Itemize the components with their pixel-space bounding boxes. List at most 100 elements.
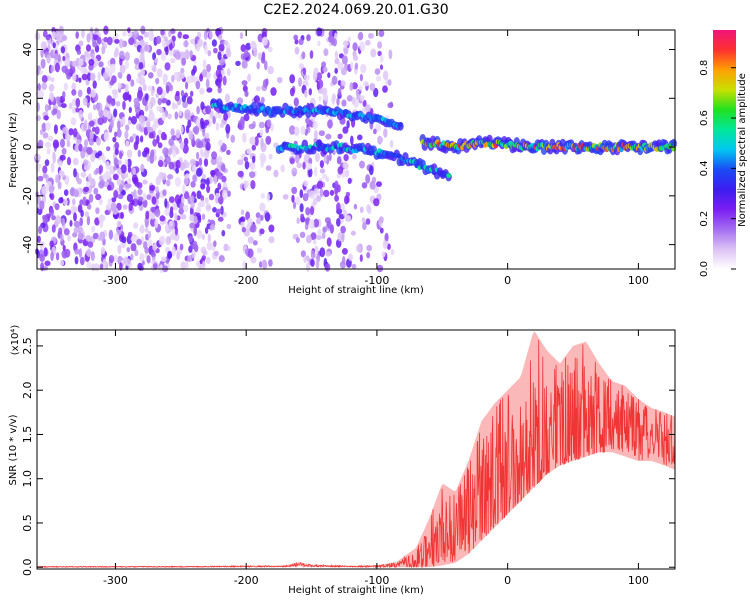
spectrogram-cell xyxy=(94,126,100,135)
spectrogram-cell xyxy=(94,217,100,226)
spectrogram-cell xyxy=(86,248,92,258)
spectrogram-cell xyxy=(78,77,82,83)
spectrogram-cell xyxy=(158,236,164,246)
spectrogram-cell xyxy=(310,232,317,241)
spectrogram-cell xyxy=(374,68,381,75)
spectrogram-cell xyxy=(63,82,68,91)
spectrogram-cell xyxy=(152,138,158,147)
spectrogram-cell xyxy=(349,82,354,91)
spectrogram-cell xyxy=(304,223,309,231)
spectrogram-cell xyxy=(342,41,349,47)
spectrogram-cell xyxy=(328,153,332,162)
spectrogram-cell xyxy=(375,123,382,132)
spectrogram-cell xyxy=(226,149,231,156)
spectrogram-cell xyxy=(95,207,100,215)
spectrogram-cell xyxy=(209,224,216,231)
spectrogram-cell xyxy=(334,32,338,40)
spectrogram-cell xyxy=(94,58,99,67)
spectrogram-cell xyxy=(337,166,344,175)
spectrogram-cell xyxy=(350,230,356,236)
spectrogram-cell xyxy=(237,159,244,166)
spectrogram-cell xyxy=(83,164,90,171)
spectrogram-cell xyxy=(113,108,118,118)
spectrogram-cell xyxy=(96,36,102,45)
spectrogram-cell xyxy=(236,97,244,105)
spectrogram-cell xyxy=(337,62,344,71)
spectrogram-cell xyxy=(146,194,152,200)
spectrogram-cell xyxy=(379,216,384,224)
spectrogram-cell xyxy=(119,50,125,60)
spectrogram-cell xyxy=(282,194,289,200)
spectrogram-cell xyxy=(313,166,318,177)
spectrogram-cell xyxy=(41,82,47,90)
spectrogram-cell xyxy=(55,62,60,73)
spectrogram-cell xyxy=(152,65,157,73)
spectrogram-cell xyxy=(123,172,129,179)
spectrogram-cell xyxy=(160,172,164,181)
spectrogram-cell xyxy=(366,204,371,213)
spectrogram-cell xyxy=(250,256,257,264)
spectrogram-noise-layer xyxy=(34,25,395,274)
spectrogram-cell xyxy=(143,31,150,38)
x-tick-label: -100 xyxy=(364,574,389,587)
spectrogram-cell xyxy=(66,139,71,148)
spectrogram-cell xyxy=(113,232,119,243)
spectrogram-cell xyxy=(132,167,136,176)
spectrogram-cell xyxy=(148,132,154,139)
spectrogram-cell xyxy=(379,227,384,234)
spectrogram-cell xyxy=(361,182,368,189)
spectrogram-cell xyxy=(138,196,144,202)
spectrogram-cell xyxy=(249,171,256,179)
snr-frame xyxy=(36,329,676,570)
spectrogram-cell xyxy=(160,256,167,262)
spectrogram-cell xyxy=(192,240,198,251)
spectrogram-cell xyxy=(173,71,179,81)
spectrogram-cell xyxy=(325,251,331,257)
spectrogram-cell xyxy=(195,151,200,160)
spectrogram-cell xyxy=(55,215,62,225)
spectrogram-cell xyxy=(144,227,149,233)
spectrogram-cell xyxy=(97,235,102,241)
spectrogram-cell xyxy=(218,34,223,41)
spectrogram-cell xyxy=(347,177,352,184)
spectrogram-cell xyxy=(341,256,346,265)
spectrogram-cell xyxy=(51,224,56,233)
spectrogram-cell xyxy=(161,112,166,122)
spectrogram-cell xyxy=(364,104,371,113)
spectrogram-cell xyxy=(82,196,87,206)
spectrogram-cell xyxy=(336,97,340,106)
spectrogram-cell xyxy=(195,80,201,90)
spectrogram-cell xyxy=(256,217,261,225)
spectrogram-x-ticks: -300 -200 -100 0 100 xyxy=(103,30,649,287)
spectrogram-cell xyxy=(362,221,367,231)
spectrogram-cell xyxy=(150,251,156,258)
spectrogram-cell xyxy=(318,130,325,137)
spectrogram-cell xyxy=(44,159,50,167)
spectrogram-cell xyxy=(109,119,114,129)
spectrogram-cell xyxy=(91,263,95,270)
spectrogram-cell xyxy=(157,98,162,106)
spectrogram-cell xyxy=(183,40,189,48)
y-tick-label: 0 xyxy=(21,144,34,151)
spectrogram-cell xyxy=(260,55,266,64)
spectrogram-cell xyxy=(164,36,168,42)
spectrogram-cell xyxy=(252,240,258,246)
spectrogram-cell xyxy=(165,46,169,56)
spectrogram-cell xyxy=(73,189,80,198)
spectrogram-cell xyxy=(254,136,259,147)
spectrogram-cell xyxy=(280,164,285,173)
spectrogram-cell xyxy=(294,127,299,134)
spectrogram-cell xyxy=(181,95,186,103)
y-tick-label: 1.5 xyxy=(21,426,34,444)
spectrogram-cell xyxy=(76,49,82,55)
spectrogram-cell xyxy=(126,73,132,82)
spectrogram-cell xyxy=(126,247,131,253)
spectrogram-cell xyxy=(80,209,84,218)
spectrogram-cell xyxy=(174,103,179,109)
spectrogram-cell xyxy=(77,89,83,98)
spectrogram-cell xyxy=(116,128,122,138)
spectrogram-cell xyxy=(387,79,392,86)
spectrogram-cell xyxy=(342,126,349,134)
spectrogram-cell xyxy=(184,260,189,269)
spectrogram-cell xyxy=(182,144,189,154)
